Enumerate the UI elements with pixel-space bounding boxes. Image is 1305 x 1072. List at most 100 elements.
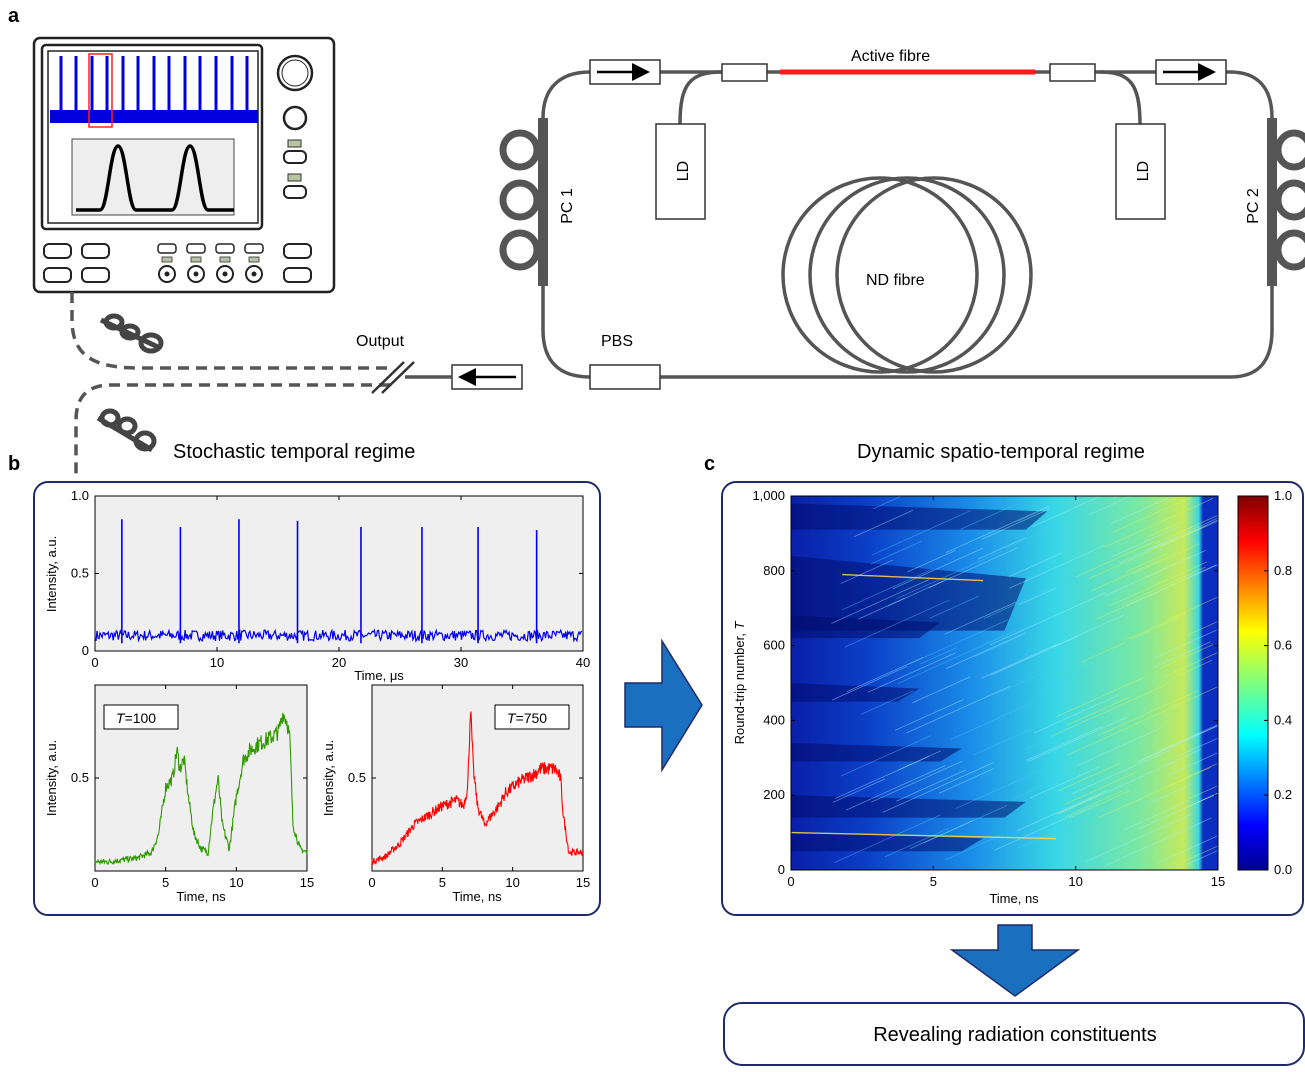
heatmap-streak (844, 599, 950, 648)
heatmap-streak (1186, 849, 1218, 865)
x-tick-label: 10 (210, 655, 224, 670)
heatmap-streak (912, 676, 971, 704)
t100-ylabel: Intensity, a.u. (44, 740, 59, 816)
arrow-down (949, 924, 1081, 997)
heatmap-ylabel: Round-trip number, T (732, 621, 747, 745)
pc2-label: PC 2 (1245, 188, 1262, 224)
heatmap-streak (944, 833, 1004, 861)
y-tick-label: 0.5 (71, 566, 89, 581)
heatmap-streak (834, 814, 941, 863)
x-tick-label: 20 (332, 655, 346, 670)
heatmap-streak (884, 827, 950, 858)
heatmap-streak (872, 496, 903, 510)
heatmap-streak (1155, 526, 1193, 545)
x-tick-label: 0 (787, 874, 794, 889)
heatmap-streak (923, 805, 1008, 844)
heatmap-streak (841, 568, 934, 611)
heatmap-streak (1091, 555, 1171, 592)
heatmap-streak (1167, 762, 1218, 787)
y-tick-label: 600 (763, 638, 785, 653)
heatmap-streak (1132, 543, 1200, 575)
cable-polarization-controller-2 (96, 408, 157, 453)
nd-fibre-label: ND fibre (866, 272, 925, 289)
heatmap-streak (955, 766, 1049, 809)
heatmap-streak (1112, 496, 1195, 533)
heatmap-streak (977, 537, 1026, 560)
heatmap-streak (983, 573, 1084, 619)
nd-fibre-coil (781, 176, 1033, 374)
pc1-label: PC 1 (559, 188, 576, 224)
heatmap-streak (1018, 587, 1057, 606)
ld-left-label: LD (675, 161, 692, 181)
heatmap-streak (895, 550, 1003, 600)
colorbar-tick-label: 0.4 (1274, 712, 1292, 727)
t100-label: T=100 (116, 710, 156, 726)
heatmap-bright-line (842, 573, 984, 582)
y-tick-label: 1,000 (752, 488, 785, 503)
heatmap-streak (870, 540, 922, 565)
heatmap-dark-band (791, 683, 920, 702)
heatmap-streak (1152, 519, 1218, 550)
pulse-train-xlabel: Time, μs (354, 668, 404, 683)
heatmap-streak (860, 690, 914, 715)
x-tick-label: 0 (91, 875, 98, 890)
arrow-right (624, 638, 703, 773)
output-break (371, 361, 415, 394)
heatmap-streak (1109, 496, 1174, 525)
heatmap-streak (1029, 766, 1100, 799)
heatmap-streak (1067, 722, 1139, 756)
heatmap-streak (928, 547, 1018, 589)
heatmap-streak (1187, 785, 1218, 800)
heatmap-streak (1076, 726, 1164, 767)
heatmap-streak (840, 559, 894, 584)
heatmap-streak (1189, 792, 1218, 807)
heatmap-streak (1108, 561, 1208, 607)
heatmap-streak (870, 760, 963, 803)
heatmap-streak (1138, 792, 1218, 830)
heatmap-streak (907, 549, 956, 573)
heatmap-streak (858, 597, 905, 620)
heatmap-streak (973, 635, 1021, 658)
heatmap-streak (882, 762, 994, 813)
colorbar-tick-label: 1.0 (1274, 488, 1292, 503)
heatmap-streak (910, 820, 974, 849)
heatmap-dark-band (791, 795, 1026, 818)
heatmap-streak (946, 632, 1026, 669)
t750-label: T=750 (507, 710, 547, 726)
heatmap-streak (994, 803, 1098, 851)
heatmap-streak (1024, 718, 1094, 750)
heatmap-streak (1156, 835, 1218, 864)
heatmap-streak (1008, 552, 1063, 578)
heatmap-streak (981, 508, 1051, 540)
heatmap-streak (908, 619, 1009, 665)
y-tick-label: 0 (778, 862, 785, 877)
heatmap-streak (945, 505, 1050, 554)
x-tick-label: 10 (505, 875, 519, 890)
heatmap-streak (1160, 724, 1218, 751)
heatmap-streak (831, 666, 908, 701)
heatmap-streak (1017, 496, 1075, 522)
cable-top (70, 292, 390, 370)
heatmap-streak (1179, 792, 1218, 811)
heatmap-streak (894, 699, 964, 731)
heatmap-streak (832, 778, 886, 803)
heatmap-streak (887, 580, 945, 607)
cable-polarization-controller-1 (99, 313, 164, 354)
heatmap-streak (1064, 790, 1123, 818)
laser-diode-right (1115, 123, 1166, 220)
wdm-coupler-right (1049, 63, 1096, 82)
heatmap-streak (1103, 497, 1214, 548)
heatmap-streak (831, 579, 930, 624)
heatmap-streak (897, 630, 1015, 684)
y-tick-label: 0 (82, 643, 89, 658)
heatmap-dark-band (791, 742, 962, 762)
heatmap-streak (1097, 689, 1200, 737)
x-tick-label: 0 (368, 875, 375, 890)
heatmap-streak (1135, 686, 1218, 725)
panel-c-label: c (704, 453, 715, 475)
t100-xlabel: Time, ns (176, 889, 226, 904)
heatmap-streak (1050, 684, 1166, 737)
heatmap-streak (1125, 553, 1167, 573)
scope-pulse-train (59, 56, 249, 112)
heatmap-streak (919, 647, 957, 665)
